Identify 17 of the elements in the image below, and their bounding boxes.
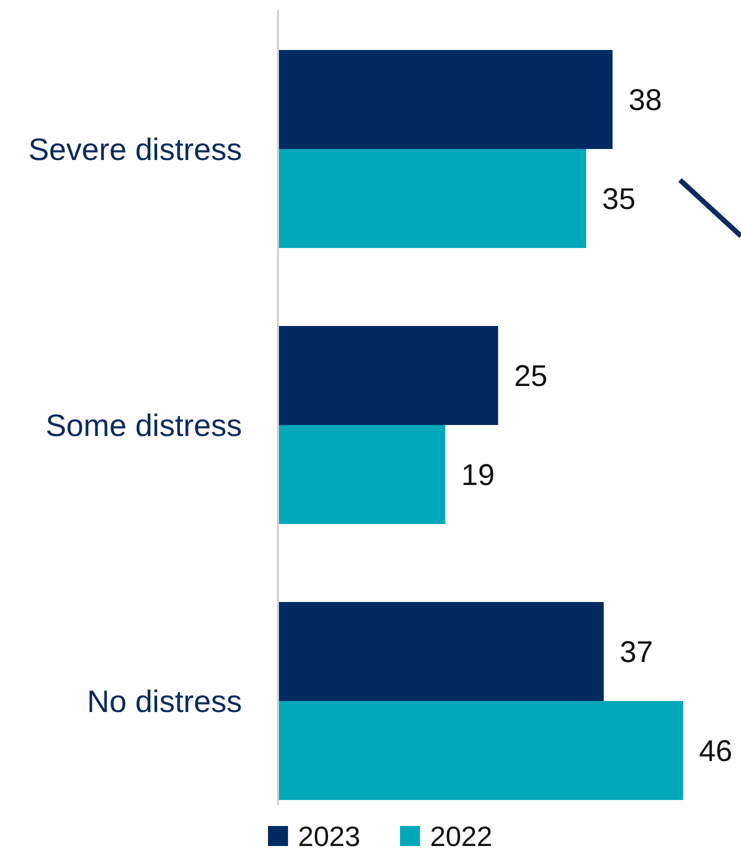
data-label: 19 — [461, 459, 495, 492]
bar — [278, 602, 604, 701]
bar — [278, 425, 446, 524]
data-label: 38 — [628, 84, 662, 117]
y-tick-label: Severe distress — [28, 132, 242, 167]
bar — [278, 50, 613, 149]
data-label: 46 — [699, 735, 732, 768]
data-label: 35 — [602, 183, 636, 216]
bar — [278, 701, 683, 800]
data-label: 37 — [620, 636, 654, 669]
y-tick-label: No distress — [86, 684, 242, 719]
legend-label: 2022 — [430, 820, 492, 852]
legend-label: 2023 — [298, 820, 360, 852]
data-label: 25 — [514, 360, 548, 393]
bar — [278, 326, 498, 425]
bar — [278, 149, 586, 248]
y-tick-label: Some distress — [46, 408, 242, 443]
